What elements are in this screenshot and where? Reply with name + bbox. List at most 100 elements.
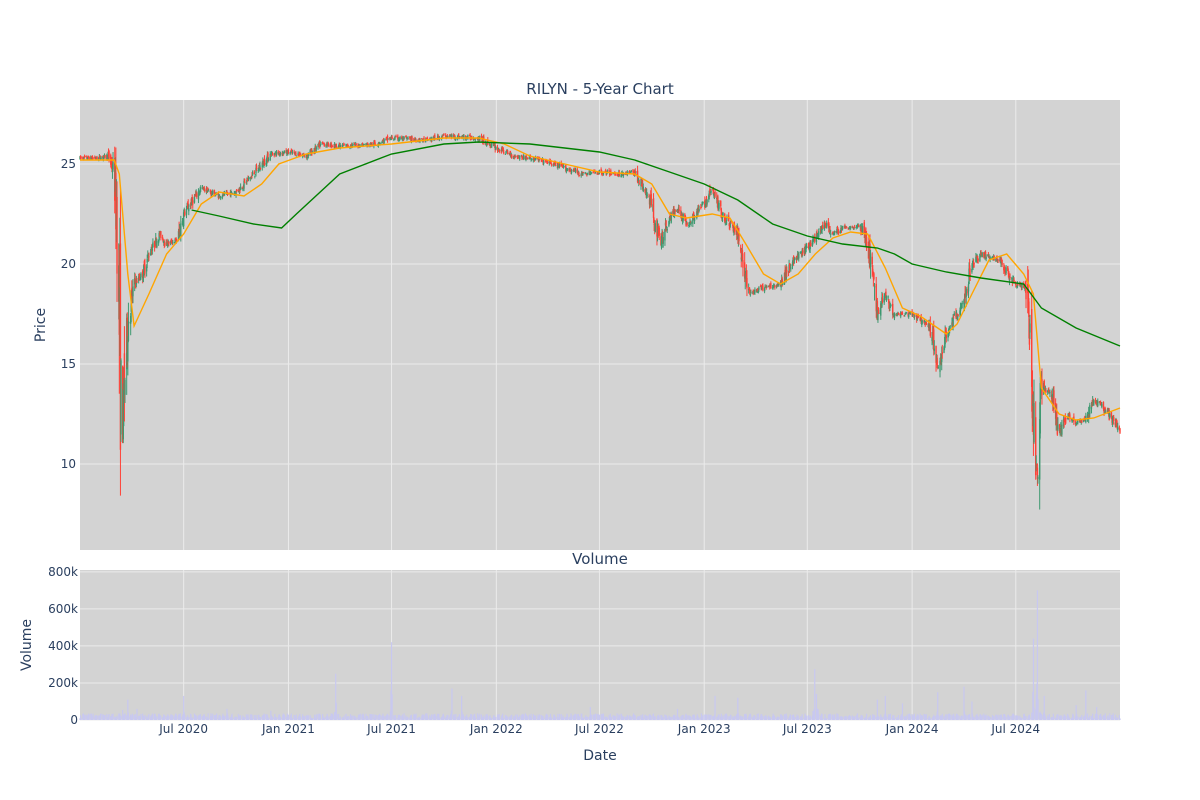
volume-bar [227, 715, 229, 720]
volume-bar [834, 714, 836, 720]
price-candle-body [94, 158, 97, 159]
volume-bar [746, 717, 748, 720]
price-candle-body [943, 347, 945, 353]
price-candle-body [674, 210, 676, 212]
price-candle-body [295, 155, 298, 157]
volume-bar [210, 716, 213, 720]
price-candle-body [1048, 390, 1050, 392]
price-candle-body [180, 223, 182, 236]
volume-bar [873, 714, 876, 720]
price-candle-body [783, 272, 786, 285]
price-candle-body [823, 222, 826, 230]
volume-bar [577, 714, 579, 720]
price-candle-body [657, 228, 659, 229]
price-candle-body [95, 156, 97, 158]
price-candle-body [650, 193, 652, 206]
price-candle-body [526, 158, 528, 160]
volume-bar [179, 713, 181, 720]
price-candle-body [586, 173, 589, 175]
volume-bar [1037, 699, 1039, 720]
volume-bar [618, 715, 620, 720]
price-candle-body [602, 171, 605, 175]
price-candle-body [291, 152, 294, 154]
price-candle-body [787, 272, 790, 274]
price-candle-body [187, 203, 189, 210]
price-candle-body [785, 267, 787, 281]
price-candle-body [853, 227, 855, 229]
price-candle-body [965, 288, 967, 297]
price-candle-body [395, 136, 397, 138]
volume-bar [1019, 715, 1021, 720]
price-candle-body [706, 199, 708, 205]
volume-bar [959, 715, 961, 720]
price-candle-body [491, 143, 493, 147]
price-candle-body [306, 154, 308, 159]
volume-bar [116, 715, 118, 720]
price-candle-body [1028, 301, 1030, 317]
price-candle-body [107, 154, 109, 161]
volume-bar [676, 708, 679, 720]
price-candle-body [618, 171, 621, 176]
volume-bar [351, 715, 353, 720]
price-candle-body [669, 215, 671, 218]
volume-bar [761, 714, 763, 720]
volume-bar [856, 713, 859, 720]
volume-plot-background [80, 570, 1120, 720]
price-candle-body [120, 360, 122, 435]
price-candle-body [692, 214, 694, 224]
price-candle-body [896, 313, 899, 316]
price-candle-body [199, 188, 201, 193]
price-candle-body [825, 223, 828, 228]
price-candle-body [394, 136, 396, 140]
volume-y-tick: 0 [70, 713, 78, 727]
price-candle-body [586, 174, 588, 176]
volume-bar [90, 713, 92, 720]
volume-bar [535, 715, 537, 720]
price-candle-body [279, 153, 281, 156]
price-candle-body [925, 321, 928, 325]
price-candle-body [836, 228, 838, 234]
price-candle-body [975, 256, 977, 262]
price-candle-body [243, 180, 245, 189]
price-candle-body [628, 171, 630, 173]
volume-bar [1045, 717, 1047, 720]
price-candle-body [704, 200, 706, 208]
price-candle-body [504, 153, 507, 155]
volume-bar [1086, 713, 1089, 720]
price-candle-body [949, 325, 951, 327]
volume-bar [616, 713, 618, 720]
price-candle-body [502, 147, 504, 152]
volume-bar [463, 716, 465, 720]
volume-bar [741, 716, 743, 720]
price-candle-body [939, 360, 941, 372]
price-y-tick: 20 [61, 257, 76, 271]
volume-bar [382, 713, 384, 720]
price-candle-body [474, 139, 476, 141]
volume-bar [558, 713, 561, 720]
volume-bar [826, 718, 828, 720]
volume-bar [815, 693, 818, 720]
volume-bar [394, 715, 397, 720]
price-candle-body [472, 138, 475, 140]
volume-bar [1118, 714, 1121, 720]
price-candle-body [837, 231, 840, 234]
price-candle-body [389, 137, 392, 141]
price-candle-body [1028, 325, 1031, 345]
price-candle-body [191, 197, 193, 202]
price-candle-body [259, 167, 262, 169]
price-candle-body [122, 388, 124, 440]
price-candle-body [242, 188, 244, 190]
price-candle-body [148, 256, 150, 258]
price-candle-body [246, 178, 249, 181]
price-candle-body [387, 138, 389, 140]
price-candle-body [721, 215, 724, 222]
price-candle-body [630, 170, 633, 173]
volume-bar [810, 717, 812, 720]
price-candle-body [849, 226, 852, 229]
price-candle-body [1097, 400, 1099, 406]
price-candle-body [414, 138, 416, 140]
volume-bar [471, 714, 473, 720]
price-candle-body [98, 157, 100, 160]
price-candle-body [665, 220, 667, 229]
date-x-tick: Jan 2022 [469, 722, 523, 736]
